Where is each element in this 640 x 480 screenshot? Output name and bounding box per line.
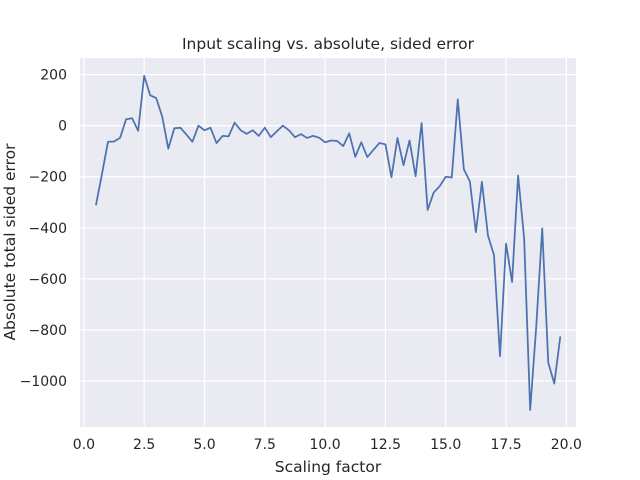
y-axis-ticks: 200 0 −200 −400 −600 −800 −1000 [20, 68, 67, 390]
x-tick-label: 5.0 [193, 437, 215, 453]
x-tick-label: 17.5 [490, 437, 521, 453]
y-tick-label: −400 [29, 221, 67, 237]
y-tick-label: −800 [29, 323, 67, 339]
y-tick-label: −600 [29, 272, 67, 288]
plot-background [80, 58, 576, 427]
y-tick-label: 0 [58, 119, 67, 135]
y-tick-label: 200 [40, 68, 67, 84]
x-tick-label: 7.5 [254, 437, 276, 453]
data-series [95, 75, 562, 411]
x-tick-label: 15.0 [430, 437, 461, 453]
x-axis-ticks: 0.0 2.5 5.0 7.5 10.0 12.5 15.0 17.5 20.0 [73, 437, 582, 453]
grid [80, 58, 576, 427]
x-tick-label: 20.0 [551, 437, 582, 453]
y-axis-label: Absolute total sided error [1, 143, 19, 341]
y-tick-label: −200 [29, 170, 67, 186]
x-tick-label: 0.0 [73, 437, 95, 453]
chart-title: Input scaling vs. absolute, sided error [182, 35, 475, 53]
x-axis-label: Scaling factor [275, 458, 382, 476]
x-tick-label: 12.5 [370, 437, 401, 453]
series-line [95, 75, 562, 411]
x-tick-label: 2.5 [133, 437, 155, 453]
y-tick-label: −1000 [20, 374, 67, 390]
x-tick-label: 10.0 [310, 437, 341, 453]
